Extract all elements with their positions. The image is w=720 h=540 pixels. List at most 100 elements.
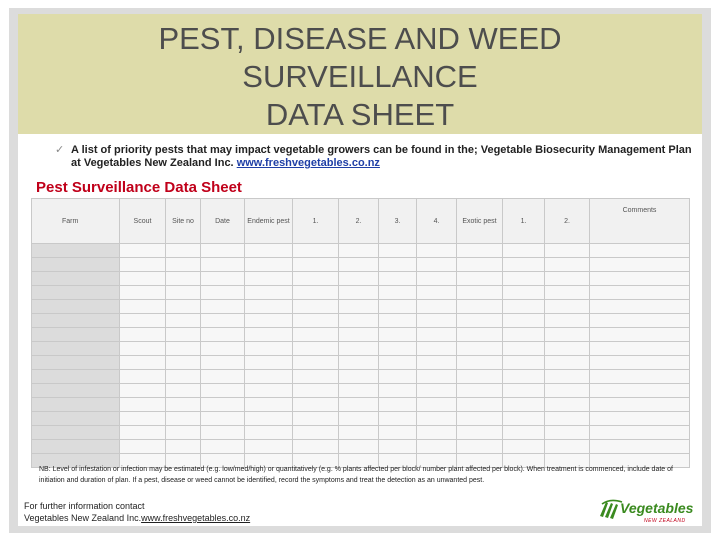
table-cell[interactable]: [544, 369, 590, 384]
table-cell[interactable]: [502, 313, 545, 328]
table-cell[interactable]: [292, 383, 339, 398]
table-cell[interactable]: [456, 369, 503, 384]
table-cell[interactable]: [456, 257, 503, 272]
table-cell[interactable]: [200, 271, 245, 286]
farm-cell[interactable]: [31, 453, 120, 468]
table-cell[interactable]: [338, 383, 379, 398]
table-cell[interactable]: [502, 271, 545, 286]
table-cell[interactable]: [165, 327, 201, 342]
table-cell[interactable]: [200, 355, 245, 370]
table-cell[interactable]: [589, 453, 690, 468]
table-cell[interactable]: [502, 411, 545, 426]
table-cell[interactable]: [544, 439, 590, 454]
table-cell[interactable]: [416, 453, 457, 468]
farm-cell[interactable]: [31, 313, 120, 328]
table-cell[interactable]: [416, 439, 457, 454]
table-cell[interactable]: [456, 453, 503, 468]
table-cell[interactable]: [119, 271, 166, 286]
table-cell[interactable]: [378, 299, 417, 314]
table-cell[interactable]: [292, 411, 339, 426]
table-cell[interactable]: [589, 439, 690, 454]
table-cell[interactable]: [244, 383, 293, 398]
table-cell[interactable]: [456, 271, 503, 286]
table-cell[interactable]: [589, 299, 690, 314]
table-cell[interactable]: [200, 327, 245, 342]
table-cell[interactable]: [338, 271, 379, 286]
table-cell[interactable]: [589, 369, 690, 384]
table-cell[interactable]: [165, 355, 201, 370]
table-cell[interactable]: [544, 383, 590, 398]
table-cell[interactable]: [502, 299, 545, 314]
table-cell[interactable]: [244, 327, 293, 342]
farm-cell[interactable]: [31, 243, 120, 258]
table-cell[interactable]: [338, 285, 379, 300]
table-cell[interactable]: [456, 383, 503, 398]
table-cell[interactable]: [544, 257, 590, 272]
table-cell[interactable]: [244, 355, 293, 370]
table-cell[interactable]: [502, 257, 545, 272]
table-cell[interactable]: [244, 313, 293, 328]
table-cell[interactable]: [119, 383, 166, 398]
table-cell[interactable]: [416, 411, 457, 426]
table-cell[interactable]: [165, 383, 201, 398]
table-cell[interactable]: [292, 439, 339, 454]
table-cell[interactable]: [338, 355, 379, 370]
table-cell[interactable]: [378, 327, 417, 342]
table-cell[interactable]: [589, 341, 690, 356]
table-cell[interactable]: [544, 355, 590, 370]
table-cell[interactable]: [292, 425, 339, 440]
table-cell[interactable]: [416, 341, 457, 356]
table-cell[interactable]: [244, 341, 293, 356]
table-cell[interactable]: [292, 313, 339, 328]
table-cell[interactable]: [416, 313, 457, 328]
table-cell[interactable]: [378, 425, 417, 440]
table-cell[interactable]: [502, 383, 545, 398]
table-cell[interactable]: [119, 355, 166, 370]
table-cell[interactable]: [165, 243, 201, 258]
table-cell[interactable]: [119, 327, 166, 342]
table-cell[interactable]: [200, 285, 245, 300]
table-cell[interactable]: [244, 453, 293, 468]
table-cell[interactable]: [589, 411, 690, 426]
table-cell[interactable]: [589, 425, 690, 440]
farm-cell[interactable]: [31, 341, 120, 356]
table-cell[interactable]: [502, 355, 545, 370]
farm-cell[interactable]: [31, 257, 120, 272]
table-cell[interactable]: [292, 327, 339, 342]
farm-cell[interactable]: [31, 383, 120, 398]
table-cell[interactable]: [338, 327, 379, 342]
table-cell[interactable]: [119, 397, 166, 412]
table-cell[interactable]: [200, 411, 245, 426]
table-cell[interactable]: [456, 243, 503, 258]
table-cell[interactable]: [502, 369, 545, 384]
table-cell[interactable]: [292, 355, 339, 370]
table-cell[interactable]: [244, 369, 293, 384]
table-cell[interactable]: [244, 271, 293, 286]
table-cell[interactable]: [378, 271, 417, 286]
farm-cell[interactable]: [31, 397, 120, 412]
table-cell[interactable]: [544, 425, 590, 440]
table-cell[interactable]: [244, 397, 293, 412]
table-cell[interactable]: [378, 369, 417, 384]
table-cell[interactable]: [200, 257, 245, 272]
table-cell[interactable]: [416, 425, 457, 440]
table-cell[interactable]: [502, 285, 545, 300]
table-cell[interactable]: [544, 271, 590, 286]
table-cell[interactable]: [165, 257, 201, 272]
table-cell[interactable]: [378, 243, 417, 258]
table-cell[interactable]: [244, 439, 293, 454]
farm-cell[interactable]: [31, 425, 120, 440]
table-cell[interactable]: [292, 271, 339, 286]
table-cell[interactable]: [456, 341, 503, 356]
table-cell[interactable]: [544, 313, 590, 328]
table-cell[interactable]: [200, 299, 245, 314]
table-cell[interactable]: [200, 397, 245, 412]
table-cell[interactable]: [416, 285, 457, 300]
table-cell[interactable]: [416, 299, 457, 314]
table-cell[interactable]: [165, 285, 201, 300]
table-cell[interactable]: [456, 397, 503, 412]
table-cell[interactable]: [456, 355, 503, 370]
table-cell[interactable]: [292, 453, 339, 468]
table-cell[interactable]: [338, 439, 379, 454]
table-cell[interactable]: [544, 243, 590, 258]
